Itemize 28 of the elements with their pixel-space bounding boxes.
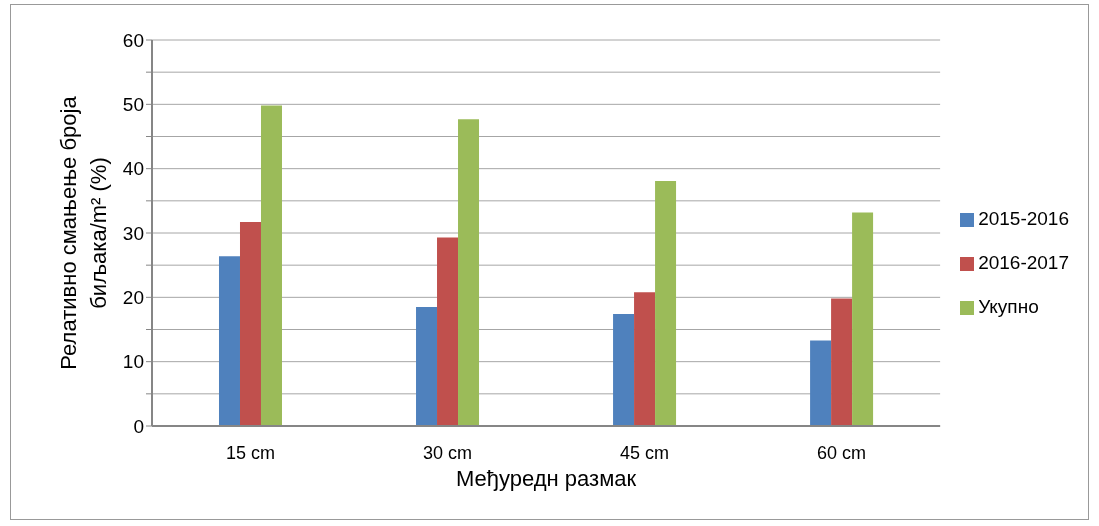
- y-tick-label: 10: [122, 351, 144, 373]
- y-tick-label: 60: [122, 29, 144, 51]
- y-tick-label: 50: [122, 94, 144, 116]
- x-tick-label: 15 cm: [226, 442, 276, 463]
- bar: [852, 212, 874, 426]
- bar: [458, 119, 480, 426]
- y-axis-title: Релативно смањење броја биљака/m² (%): [56, 95, 111, 370]
- bar: [613, 314, 635, 426]
- bar: [239, 222, 261, 426]
- bar: [260, 105, 282, 426]
- legend-label: Укупно: [978, 296, 1039, 317]
- bar: [634, 292, 656, 426]
- bar: [218, 256, 240, 426]
- x-axis-title: Међуредн размак: [455, 466, 637, 491]
- bar: [437, 237, 459, 426]
- bar: [831, 298, 853, 426]
- y-tick-label: 20: [122, 287, 144, 309]
- x-tick-label: 60 cm: [817, 442, 867, 463]
- y-tick-label: 40: [122, 158, 144, 180]
- y-tick-label: 30: [122, 222, 144, 244]
- y-tick-label: 0: [133, 415, 144, 437]
- legend-label: 2016-2017: [978, 252, 1069, 273]
- bar: [655, 180, 677, 426]
- bar: [416, 306, 438, 426]
- x-tick-label: 30 cm: [423, 442, 473, 463]
- x-tick-label: 45 cm: [620, 442, 670, 463]
- bar: [810, 340, 832, 426]
- legend-label: 2015-2016: [978, 208, 1069, 229]
